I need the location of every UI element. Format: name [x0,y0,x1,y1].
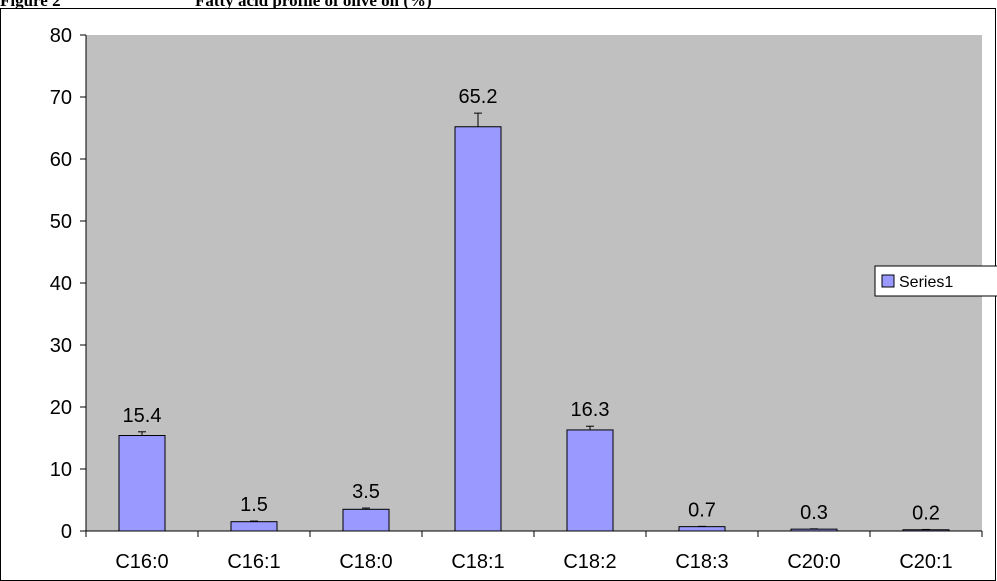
legend-label: Series1 [899,274,953,291]
x-tick-label: C18:2 [563,551,616,573]
plot-area [86,35,982,531]
figure-caption: Figure 2Fatty acid profile of olive oil … [0,0,997,9]
data-label: 15.4 [123,405,162,427]
data-label: 1.5 [240,494,268,516]
figure-title: Fatty acid profile of olive oil (%) [195,0,432,9]
y-tick-label: 10 [50,459,72,481]
y-tick-label: 70 [50,87,72,109]
data-label: 0.7 [688,499,716,521]
y-tick-label: 80 [50,25,72,47]
y-tick-label: 0 [61,521,72,543]
x-tick-label: C16:1 [227,551,280,573]
y-tick-label: 50 [50,211,72,233]
bar-series: 15.4 1.5 3.5 65.2 16.3 0.7 0.3 0.2 [118,86,950,532]
y-tick-label: 60 [50,149,72,171]
data-label: 65.2 [459,86,498,108]
data-label: 0.2 [912,502,940,524]
x-axis: C16:0 C16:1 C18:0 C18:1 C18:2 C18:3 C20:0 C20:1 [85,530,983,573]
bar [342,508,390,532]
x-tick-label: C18:1 [451,551,504,573]
bar [230,521,278,532]
legend-swatch [881,274,895,288]
legend-box [874,265,997,297]
y-tick-label: 40 [50,273,72,295]
data-label: 0.3 [800,502,828,524]
bar [790,528,838,532]
bar [454,126,502,532]
y-axis: 0 10 20 30 40 50 60 70 80 [50,25,87,543]
bar [566,429,614,532]
bar [118,435,166,532]
data-label: 16.3 [571,399,610,421]
x-tick-label: C18:0 [339,551,392,573]
x-tick-label: C20:0 [787,551,840,573]
figure-number: Figure 2 [0,0,195,9]
y-tick-label: 30 [50,335,72,357]
legend: Series1 [874,265,997,297]
x-tick-label: C20:1 [899,551,952,573]
data-label: 3.5 [352,481,380,503]
bar [678,526,726,532]
x-tick-label: C18:3 [675,551,728,573]
y-tick-label: 20 [50,397,72,419]
x-tick-label: C16:0 [115,551,168,573]
